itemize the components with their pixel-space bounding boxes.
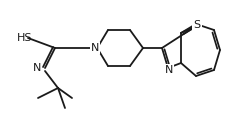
Text: N: N: [33, 63, 41, 73]
Text: N: N: [165, 65, 173, 75]
Text: S: S: [194, 20, 201, 30]
Text: N: N: [91, 43, 99, 53]
Text: HS: HS: [17, 33, 33, 43]
